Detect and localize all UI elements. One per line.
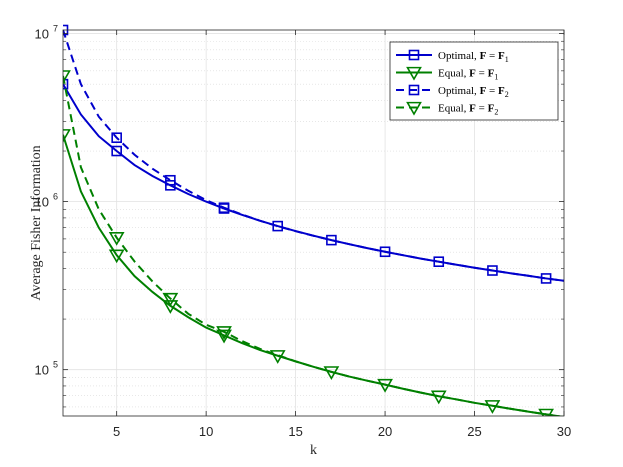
data-point bbox=[63, 129, 71, 143]
legend-marker bbox=[408, 84, 420, 96]
x-tick-label: 10 bbox=[199, 424, 213, 439]
series-line bbox=[63, 134, 564, 416]
legend-label: Optimal, F = F2 bbox=[438, 85, 509, 99]
plot-frame bbox=[62, 29, 565, 417]
y-tick-exponent: 6 bbox=[53, 192, 58, 202]
data-point bbox=[108, 249, 125, 264]
legend-label: Optimal, F = F1 bbox=[438, 50, 509, 64]
data-point bbox=[165, 174, 176, 186]
y-axis-ticks: 10 5 10 6 10 7 bbox=[35, 24, 564, 378]
series-layer bbox=[63, 24, 564, 416]
legend-item: Optimal, F = F2 bbox=[396, 84, 509, 99]
data-point bbox=[377, 378, 393, 393]
legend-marker bbox=[406, 66, 422, 81]
data-point bbox=[272, 220, 284, 232]
data-point bbox=[162, 300, 179, 314]
y-tick-exponent: 7 bbox=[53, 24, 58, 34]
data-point bbox=[108, 232, 125, 246]
legend-item: Equal, F = F1 bbox=[396, 66, 498, 82]
data-point bbox=[216, 326, 232, 340]
legend-item: Equal, F = F2 bbox=[396, 101, 498, 117]
y-tick-label: 10 bbox=[35, 363, 49, 378]
data-point bbox=[111, 145, 122, 157]
x-tick-label: 25 bbox=[467, 424, 481, 439]
data-point bbox=[162, 292, 179, 307]
x-tick-label: 30 bbox=[557, 424, 571, 439]
legend-marker bbox=[406, 101, 422, 116]
data-point bbox=[111, 132, 122, 144]
series-line bbox=[63, 29, 564, 282]
data-point bbox=[216, 329, 232, 344]
x-axis-label: k bbox=[310, 443, 317, 458]
data-point bbox=[63, 70, 71, 84]
legend: Optimal, F = F1 Equal, F = F1 Optimal, F =… bbox=[389, 41, 559, 121]
data-point bbox=[63, 78, 69, 90]
x-tick-label: 15 bbox=[288, 424, 302, 439]
data-point bbox=[430, 390, 447, 405]
legend-marker bbox=[408, 49, 420, 61]
y-tick-label: 10 bbox=[35, 27, 49, 42]
y-tick-label: 10 bbox=[35, 195, 49, 210]
x-tick-label: 5 bbox=[113, 424, 120, 439]
series-4 bbox=[63, 70, 564, 416]
y-tick-exponent: 5 bbox=[53, 360, 58, 370]
x-axis-ticks: 5 10 15 20 25 30 bbox=[113, 30, 571, 439]
x-tick-label: 20 bbox=[378, 424, 392, 439]
legend-item: Optimal, F = F1 bbox=[396, 49, 509, 64]
legend-label: Equal, F = F2 bbox=[438, 103, 498, 117]
y-axis-label: Average Fisher Information bbox=[29, 145, 44, 300]
data-point bbox=[218, 202, 230, 213]
legend-label: Equal, F = F1 bbox=[438, 68, 498, 82]
